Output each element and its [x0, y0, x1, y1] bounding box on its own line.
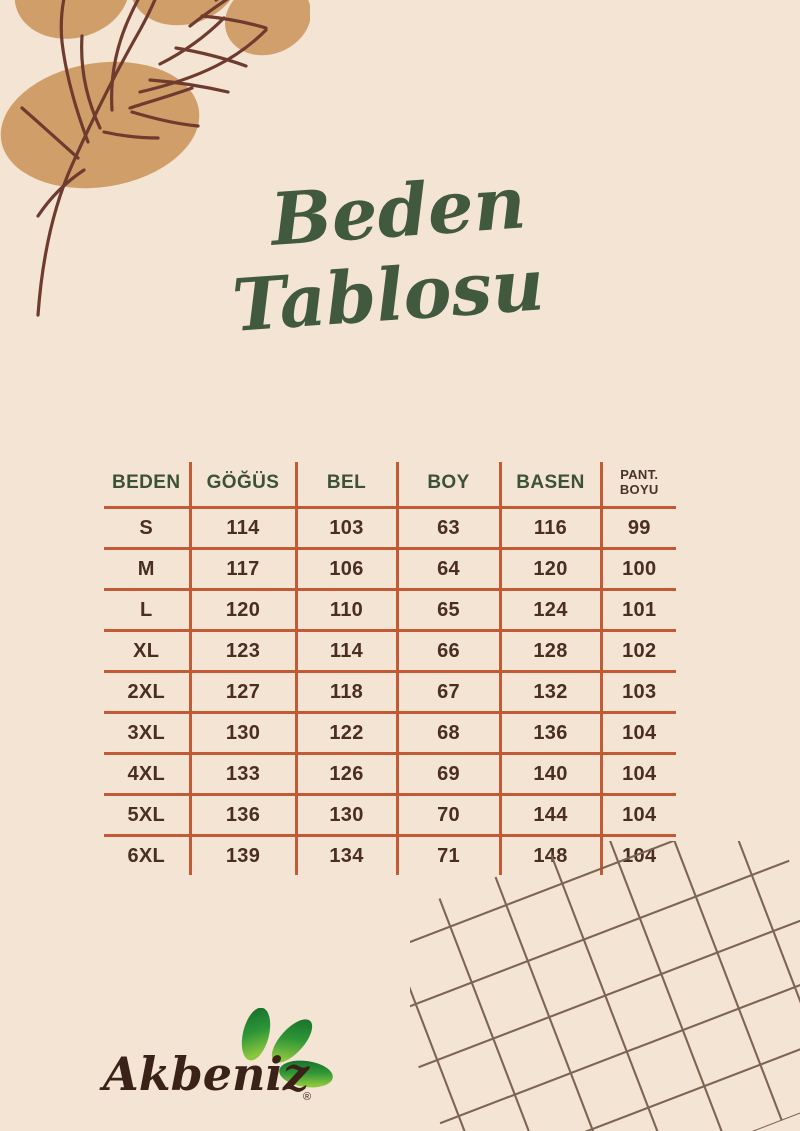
- cell-size-label: XL: [104, 630, 192, 673]
- cell-basen: 128: [500, 630, 603, 673]
- table-row: XL 123 114 66 128 102: [104, 630, 676, 673]
- cell-bel: 122: [296, 712, 399, 755]
- logo-brand-text: Akbeniz: [99, 1047, 310, 1101]
- cell-boy: 69: [397, 753, 502, 796]
- cell-gogus: 114: [190, 507, 298, 550]
- cell-pant_boyu: 100: [601, 548, 676, 591]
- table-row: 5XL 136 130 70 144 104: [104, 794, 676, 837]
- leaf-icon: [271, 1019, 313, 1063]
- size-table-container: BEDEN GÖĞÜS BEL BOY BASEN PANT. BOYU S 11…: [104, 462, 676, 875]
- table-row: 6XL 139 134 71 148 104: [104, 835, 676, 875]
- table-row: 4XL 133 126 69 140 104: [104, 753, 676, 796]
- cell-boy: 65: [397, 589, 502, 632]
- title-line-1: Beden: [266, 159, 528, 262]
- cell-bel: 134: [296, 835, 399, 875]
- column-header-gogus: GÖĞÜS: [190, 462, 298, 509]
- leaf-blob-group: [0, 0, 310, 189]
- table-row: M 117 106 64 120 100: [104, 548, 676, 591]
- cell-boy: 66: [397, 630, 502, 673]
- table-body: S 114 103 63 116 99 M 117 106 64 120 100 L 120 110 65 12…: [104, 507, 676, 875]
- cell-gogus: 123: [190, 630, 298, 673]
- cell-basen: 140: [500, 753, 603, 796]
- cell-basen: 120: [500, 548, 603, 591]
- title-script-art: Beden Tablosu: [230, 159, 547, 348]
- cell-pant_boyu: 101: [601, 589, 676, 632]
- logo-trademark-symbol: ®: [303, 1091, 311, 1103]
- cell-gogus: 127: [190, 671, 298, 714]
- cell-bel: 110: [296, 589, 399, 632]
- cell-size-label: 5XL: [104, 794, 192, 837]
- table-row: 2XL 127 118 67 132 103: [104, 671, 676, 714]
- cell-boy: 67: [397, 671, 502, 714]
- cell-size-label: 6XL: [104, 835, 192, 875]
- column-header-beden: BEDEN: [104, 462, 192, 509]
- table-row: L 120 110 65 124 101: [104, 589, 676, 632]
- cell-pant_boyu: 104: [601, 753, 676, 796]
- cell-size-label: M: [104, 548, 192, 591]
- cell-basen: 116: [500, 507, 603, 550]
- cell-pant_boyu: 104: [601, 794, 676, 837]
- cell-basen: 132: [500, 671, 603, 714]
- cell-gogus: 130: [190, 712, 298, 755]
- column-header-pant-boyu-line2: BOYU: [619, 482, 659, 497]
- cell-pant_boyu: 99: [601, 507, 676, 550]
- title-line-2: Tablosu: [230, 241, 547, 348]
- column-header-basen: BASEN: [500, 462, 603, 509]
- size-chart-table: BEDEN GÖĞÜS BEL BOY BASEN PANT. BOYU S 11…: [104, 462, 676, 875]
- column-header-boy: BOY: [397, 462, 502, 509]
- botanical-leaves-decoration: [0, 0, 310, 317]
- cell-pant_boyu: 104: [622, 844, 657, 867]
- cell-boy: 68: [397, 712, 502, 755]
- cell-size-label: L: [104, 589, 192, 632]
- cell-gogus: 136: [190, 794, 298, 837]
- cell-pant_boyu: 102: [601, 630, 676, 673]
- table-row: S 114 103 63 116 99: [104, 507, 676, 550]
- grid-lines-group: [410, 841, 800, 1131]
- cell-bel: 114: [296, 630, 399, 673]
- cell-boy: 70: [397, 794, 502, 837]
- column-header-bel: BEL: [296, 462, 399, 509]
- cell-boy: 63: [397, 507, 502, 550]
- cell-size-label: 2XL: [104, 671, 192, 714]
- cell-bel: 106: [296, 548, 399, 591]
- cell-pant_boyu: 103: [601, 671, 676, 714]
- cell-pant_boyu: 104: [601, 712, 676, 755]
- cell-bel: 103: [296, 507, 399, 550]
- column-header-pant-boyu-line1: PANT.: [620, 467, 659, 483]
- cell-basen: 144: [500, 794, 603, 837]
- leaf-icon: [241, 1008, 271, 1061]
- cell-bel: 130: [296, 794, 399, 837]
- cell-gogus: 133: [190, 753, 298, 796]
- cell-bel: 118: [296, 671, 399, 714]
- cell-boy: 64: [397, 548, 502, 591]
- branch-stems-group: [20, 0, 268, 317]
- cell-gogus: 139: [190, 835, 298, 875]
- cell-basen: 148: [500, 835, 603, 875]
- cell-basen: 124: [500, 589, 603, 632]
- brand-logo: Akbeniz ®: [99, 1008, 333, 1103]
- cell-gogus: 120: [190, 589, 298, 632]
- table-header: BEDEN GÖĞÜS BEL BOY BASEN PANT. BOYU: [104, 462, 676, 509]
- diagonal-grid-decoration: [410, 841, 800, 1131]
- cell-size-label: 3XL: [104, 712, 192, 755]
- page-title: Beden Tablosu: [0, 150, 800, 350]
- cell-gogus: 117: [190, 548, 298, 591]
- leaf-icon: [279, 1060, 333, 1088]
- cell-bel: 126: [296, 753, 399, 796]
- logo-leaves-group: [241, 1008, 333, 1088]
- cell-boy: 71: [397, 835, 502, 875]
- table-row: 3XL 130 122 68 136 104: [104, 712, 676, 755]
- cell-size-label: 4XL: [104, 753, 192, 796]
- table-header-row: BEDEN GÖĞÜS BEL BOY BASEN PANT. BOYU: [104, 462, 676, 509]
- cell-size-label: S: [104, 507, 192, 550]
- cell-basen: 136: [500, 712, 603, 755]
- column-header-pant-boyu: PANT. BOYU: [601, 462, 676, 509]
